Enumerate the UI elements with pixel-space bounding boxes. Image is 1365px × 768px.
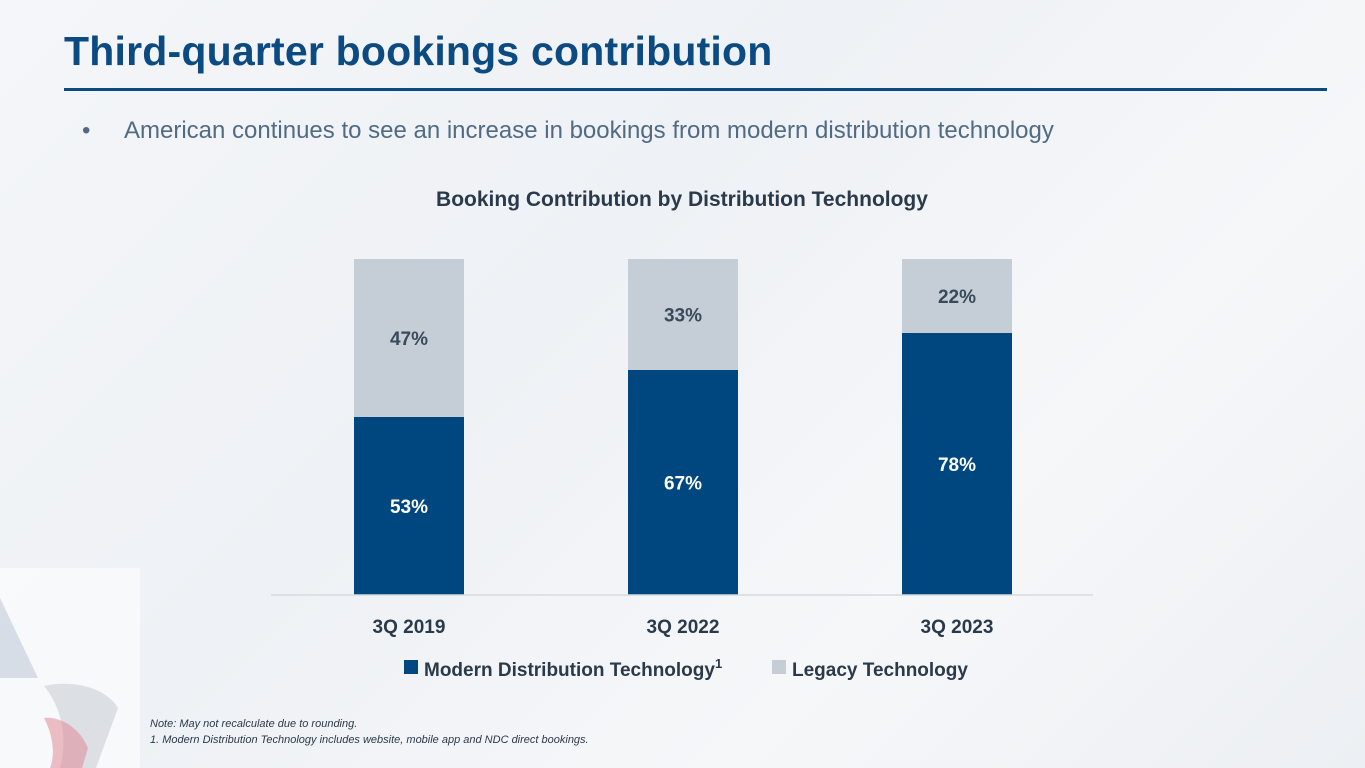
bullet-text: American continues to see an increase in… [124, 117, 1054, 144]
legend-label-legacy: Legacy Technology [792, 660, 968, 681]
data-label-legacy-2: 33% [664, 305, 702, 326]
bar-legacy-2 [628, 259, 738, 370]
bar-legacy-3 [902, 259, 1012, 333]
bullet-symbol: • [82, 117, 91, 144]
data-label-modern-3: 78% [938, 455, 976, 476]
data-label-legacy-3: 22% [938, 287, 976, 308]
data-label-modern-2: 67% [664, 473, 702, 494]
bar-legacy-1 [354, 259, 464, 417]
chart-title: Booking Contribution by Distribution Tec… [436, 188, 928, 211]
legend-swatch-modern [404, 660, 418, 674]
bar-modern-3 [902, 332, 1012, 595]
bar-modern-2 [628, 369, 738, 595]
data-label-modern-1: 53% [390, 497, 428, 518]
x-tick-label-3: 3Q 2023 [921, 617, 994, 638]
legend-label-modern: Modern Distribution Technology1 [424, 656, 722, 681]
bar-group: 53% 47% 67% 33% 78% 22% [354, 259, 1012, 595]
page-title: Third-quarter bookings contribution [64, 28, 773, 74]
note-text: Note: May not recalculate due to roundin… [150, 718, 358, 730]
bullet-item: • American continues to see an increase i… [82, 117, 1054, 145]
x-axis-ticks: 3Q 2019 3Q 2022 3Q 2023 [373, 617, 994, 638]
chart-legend: Modern Distribution Technology1 Legacy Te… [404, 656, 968, 681]
x-tick-label-2: 3Q 2022 [647, 617, 720, 638]
decorative-swoosh [0, 568, 140, 768]
footnote-text: 1. Modern Distribution Technology includ… [150, 734, 589, 746]
title-divider [64, 88, 1327, 91]
legend-swatch-legacy [772, 660, 786, 674]
legend-superscript: 1 [715, 656, 722, 671]
data-label-legacy-1: 47% [390, 329, 428, 350]
footnotes: Note: May not recalculate due to roundin… [150, 716, 589, 748]
bar-modern-1 [354, 416, 464, 595]
x-tick-label-1: 3Q 2019 [373, 617, 446, 638]
